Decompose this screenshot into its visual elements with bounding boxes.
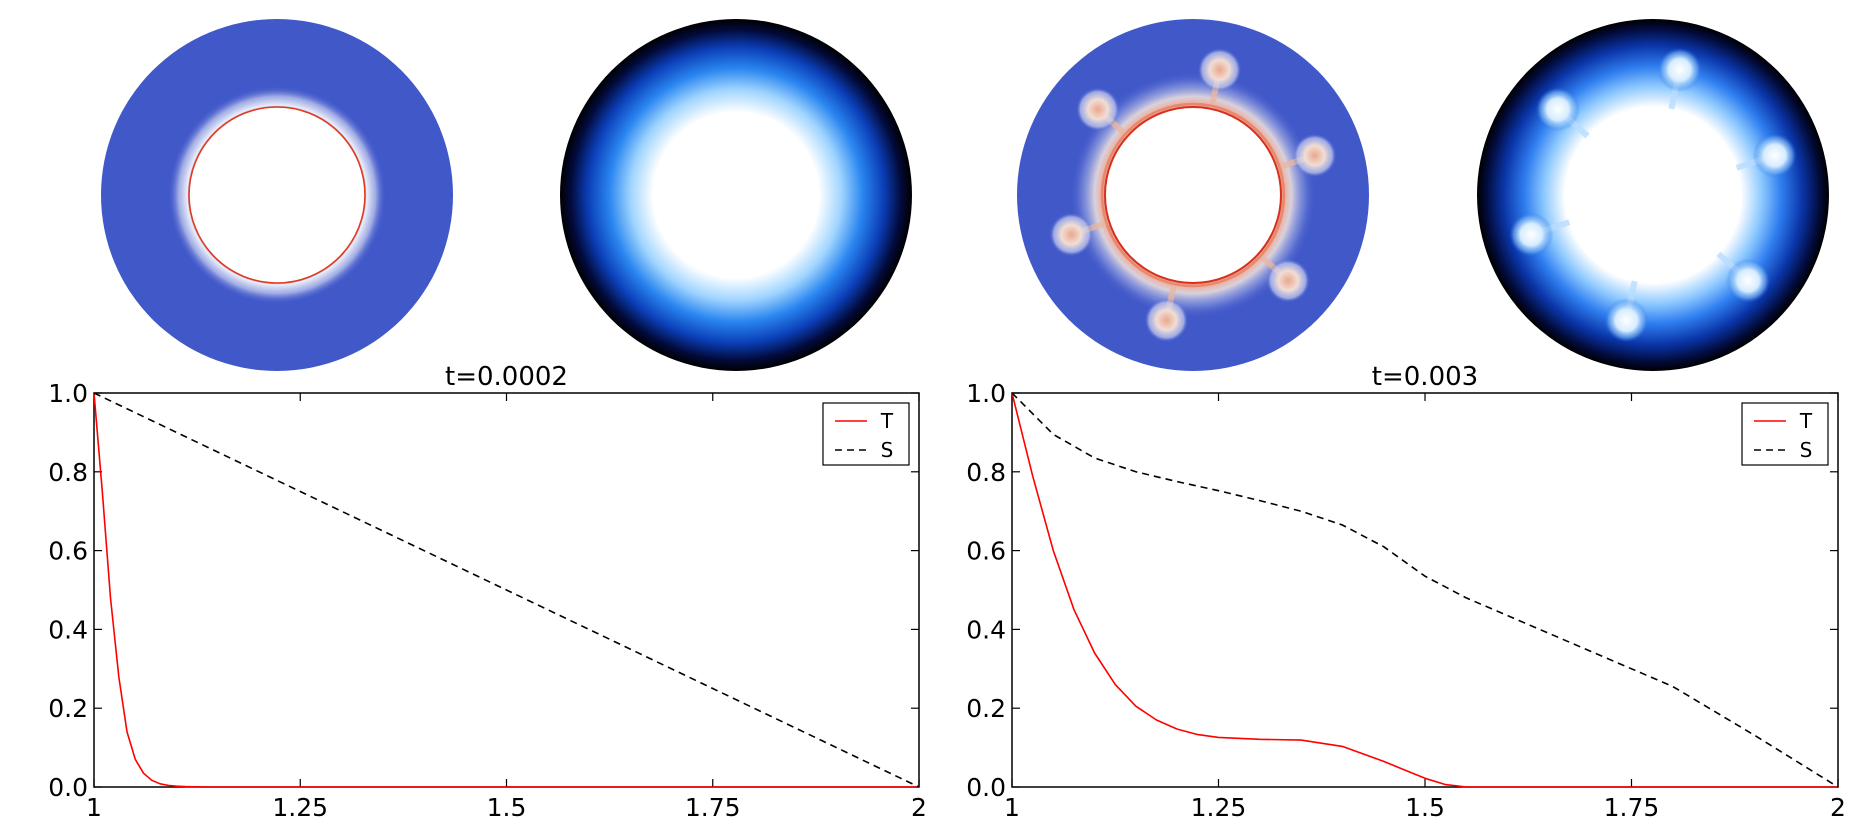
y-tick-label: 0.6 <box>966 537 1006 566</box>
plume-blob <box>1726 258 1771 303</box>
plume-blob <box>1292 133 1337 178</box>
y-tick-label: 0.8 <box>966 458 1006 487</box>
legend-label: T <box>880 409 894 433</box>
salinity-field-late <box>1477 19 1829 371</box>
plume-blob <box>1509 212 1554 257</box>
plume-blob <box>1535 87 1580 132</box>
x-tick-label: 1.75 <box>1604 793 1660 822</box>
legend: TS <box>1741 402 1829 466</box>
legend: TS <box>822 402 910 466</box>
x-tick-label: 1.5 <box>1405 793 1445 822</box>
y-tick-label: 0.2 <box>966 694 1006 723</box>
y-tick-label: 0.2 <box>48 694 88 723</box>
y-tick-label: 0.6 <box>48 537 88 566</box>
plume-blob <box>1266 258 1311 303</box>
x-tick-label: 1.25 <box>1191 793 1247 822</box>
x-tick-label: 1 <box>1004 793 1020 822</box>
y-tick-label: 0.4 <box>966 615 1006 644</box>
temperature-field-late <box>1017 19 1369 371</box>
plume-blob <box>1604 298 1649 343</box>
legend-label: S <box>1800 438 1813 462</box>
x-tick-label: 2 <box>1830 793 1846 822</box>
plume-blob <box>1657 47 1702 92</box>
legend-label: S <box>881 438 894 462</box>
plume-blob <box>1075 87 1120 132</box>
chart-title: t=0.003 <box>1372 362 1478 392</box>
salinity-field-early <box>560 19 912 371</box>
plot-frame <box>1011 392 1839 788</box>
y-tick-label: 0.8 <box>48 458 88 487</box>
plume-blob <box>1049 212 1094 257</box>
plume-blob <box>1144 298 1189 343</box>
chart-panel-2: t=0.003 1 1.25 1.5 1.75 2 0.0 0.2 0.4 0.6 0.8 1.0 TS <box>966 362 1846 822</box>
y-tick-label: 1.0 <box>48 379 88 408</box>
x-tick-label: 1.25 <box>272 793 328 822</box>
temperature-field-early <box>101 19 453 371</box>
y-tick-label: 0.0 <box>966 773 1006 802</box>
legend-label: T <box>1799 409 1813 433</box>
series-line-S <box>93 392 920 788</box>
x-tick-label: 1 <box>86 793 102 822</box>
series-line-S <box>1011 392 1839 788</box>
series-line-T <box>1011 392 1838 788</box>
profile-plots: t=0.0002 1 1.25 1.5 1.75 2 0.0 0.2 0.4 0.6 0.8 1.0 T… <box>48 362 1846 822</box>
chart-title: t=0.0002 <box>445 362 568 392</box>
x-tick-label: 1.75 <box>685 793 741 822</box>
y-tick-label: 0.4 <box>48 615 88 644</box>
plume-blob <box>1197 47 1242 92</box>
x-tick-label: 1.5 <box>487 793 527 822</box>
y-tick-label: 0.0 <box>48 773 88 802</box>
y-tick-label: 1.0 <box>966 379 1006 408</box>
legend-box <box>1741 402 1829 466</box>
legend-box <box>822 402 910 466</box>
field-images <box>101 19 1829 371</box>
chart-panel-1: t=0.0002 1 1.25 1.5 1.75 2 0.0 0.2 0.4 0.6 0.8 1.0 T… <box>48 362 927 822</box>
plume-blob <box>1752 133 1797 178</box>
series-line-T <box>93 392 919 788</box>
x-tick-label: 2 <box>911 793 927 822</box>
